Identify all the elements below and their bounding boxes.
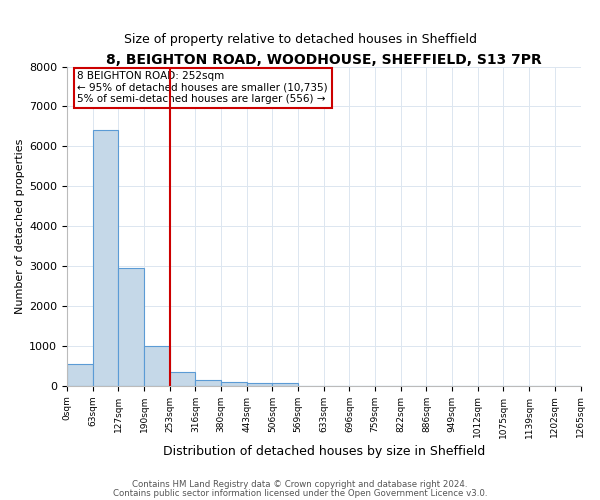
Bar [196, 380, 221, 386]
Text: Contains HM Land Registry data © Crown copyright and database right 2024.: Contains HM Land Registry data © Crown c… [132, 480, 468, 489]
Text: Contains public sector information licensed under the Open Government Licence v3: Contains public sector information licen… [113, 490, 487, 498]
Bar [272, 384, 298, 386]
Bar [67, 364, 92, 386]
Text: Size of property relative to detached houses in Sheffield: Size of property relative to detached ho… [124, 32, 476, 46]
Bar [221, 382, 247, 386]
X-axis label: Distribution of detached houses by size in Sheffield: Distribution of detached houses by size … [163, 444, 485, 458]
Y-axis label: Number of detached properties: Number of detached properties [15, 138, 25, 314]
Title: 8, BEIGHTON ROAD, WOODHOUSE, SHEFFIELD, S13 7PR: 8, BEIGHTON ROAD, WOODHOUSE, SHEFFIELD, … [106, 52, 542, 66]
Bar [170, 372, 196, 386]
Bar [118, 268, 144, 386]
Bar [144, 346, 170, 386]
Bar [92, 130, 118, 386]
Bar [247, 382, 272, 386]
Text: 8 BEIGHTON ROAD: 252sqm
← 95% of detached houses are smaller (10,735)
5% of semi: 8 BEIGHTON ROAD: 252sqm ← 95% of detache… [77, 72, 328, 104]
